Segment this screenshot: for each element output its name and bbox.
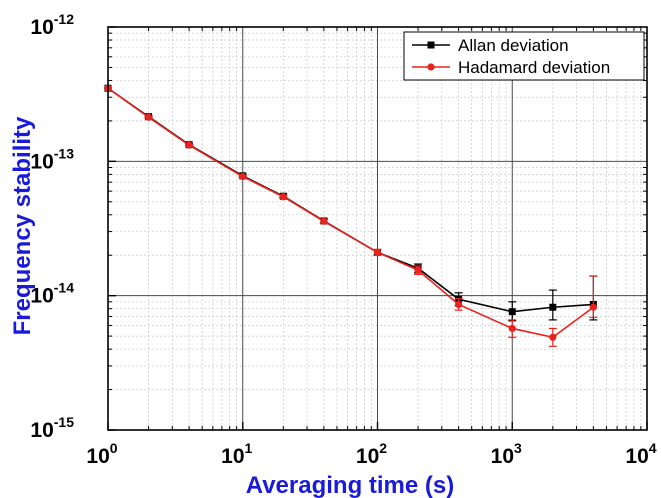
data-point bbox=[320, 217, 328, 225]
axis-ticks bbox=[107, 26, 648, 431]
legend: Allan deviation Hadamard deviation bbox=[403, 31, 645, 81]
series-layer bbox=[104, 84, 598, 347]
x-tick-label: 103 bbox=[491, 440, 522, 468]
x-tick-label: 101 bbox=[221, 440, 252, 468]
y-tick-label: 10-15 bbox=[30, 414, 74, 442]
x-tick-label: 104 bbox=[625, 440, 656, 468]
data-point bbox=[549, 303, 557, 311]
legend-label: Hadamard deviation bbox=[458, 58, 610, 77]
y-axis-title: Frequency stability bbox=[9, 116, 36, 335]
legend-marker bbox=[427, 63, 435, 71]
series-line bbox=[107, 87, 594, 339]
y-tick-label: 10-13 bbox=[30, 145, 74, 173]
series-line bbox=[107, 87, 594, 313]
legend-marker bbox=[427, 41, 435, 49]
series-0 bbox=[104, 84, 598, 322]
x-tick-label: 100 bbox=[86, 440, 117, 468]
data-point bbox=[455, 300, 463, 309]
data-point bbox=[373, 248, 382, 256]
data-point bbox=[239, 172, 247, 181]
y-tick-label: 10-14 bbox=[30, 280, 74, 308]
tick-labels: 100 101 102 103 104 10-15 10-14 10-13 10-12 bbox=[30, 11, 656, 468]
data-point bbox=[508, 324, 516, 333]
data-point bbox=[185, 141, 193, 149]
legend-box bbox=[403, 31, 645, 81]
y-tick-label: 10-12 bbox=[30, 11, 74, 39]
data-point bbox=[414, 266, 422, 274]
data-point bbox=[589, 303, 597, 311]
x-axis-title: Averaging time (s) bbox=[246, 472, 455, 498]
series-1 bbox=[104, 84, 598, 347]
legend-label: Allan deviation bbox=[458, 36, 569, 55]
data-point bbox=[144, 113, 153, 121]
data-point bbox=[549, 333, 557, 341]
x-tick-label: 102 bbox=[356, 440, 387, 468]
data-point bbox=[508, 308, 516, 316]
data-point bbox=[279, 193, 287, 201]
